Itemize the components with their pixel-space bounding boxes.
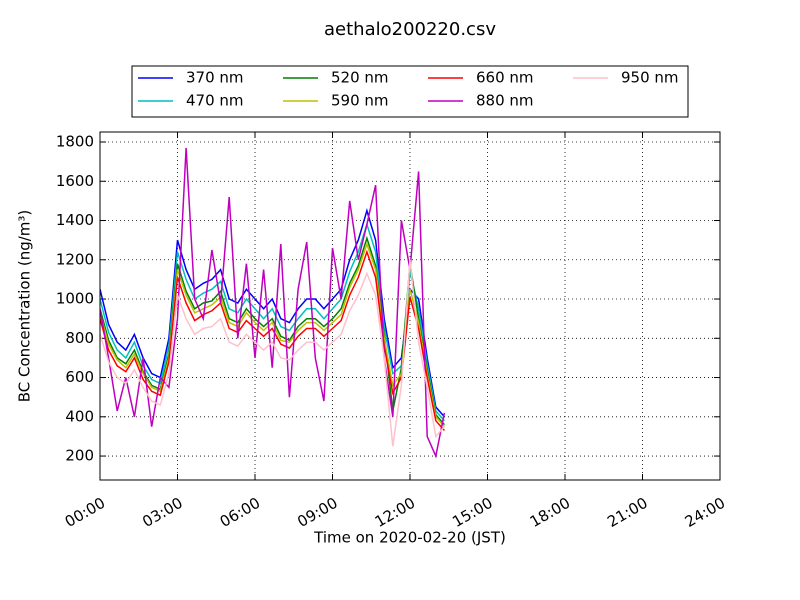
series-line — [100, 147, 446, 459]
y-tick-label: 400 — [65, 407, 94, 425]
y-tick-label: 1800 — [56, 133, 94, 151]
y-tick-label: 1600 — [56, 172, 94, 190]
legend-label: 470 nm — [186, 92, 244, 110]
legend-label: 950 nm — [621, 69, 679, 87]
series-line — [100, 221, 445, 422]
plot-frame — [99, 131, 721, 481]
legend-box — [131, 65, 689, 118]
chart-title: aethalo200220.csv — [324, 19, 496, 40]
y-tick-label: 600 — [65, 368, 94, 386]
legend-label: 520 nm — [331, 69, 389, 87]
x-axis-label: Time on 2020-02-20 (JST) — [313, 529, 506, 547]
series-line — [100, 208, 445, 418]
series-line — [100, 259, 445, 447]
y-tick-label: 800 — [65, 329, 94, 347]
legend-label: 880 nm — [476, 92, 534, 110]
y-tick-label: 1200 — [56, 250, 94, 268]
legend-label: 660 nm — [476, 69, 534, 87]
y-tick-label: 1400 — [56, 211, 94, 229]
legend-label: 370 nm — [186, 69, 244, 87]
y-tick-label: 200 — [65, 447, 94, 465]
y-tick-label: 1000 — [56, 290, 94, 308]
y-axis-label: BC Concentration (ng/m³) — [16, 210, 34, 403]
legend-label: 590 nm — [331, 92, 389, 110]
